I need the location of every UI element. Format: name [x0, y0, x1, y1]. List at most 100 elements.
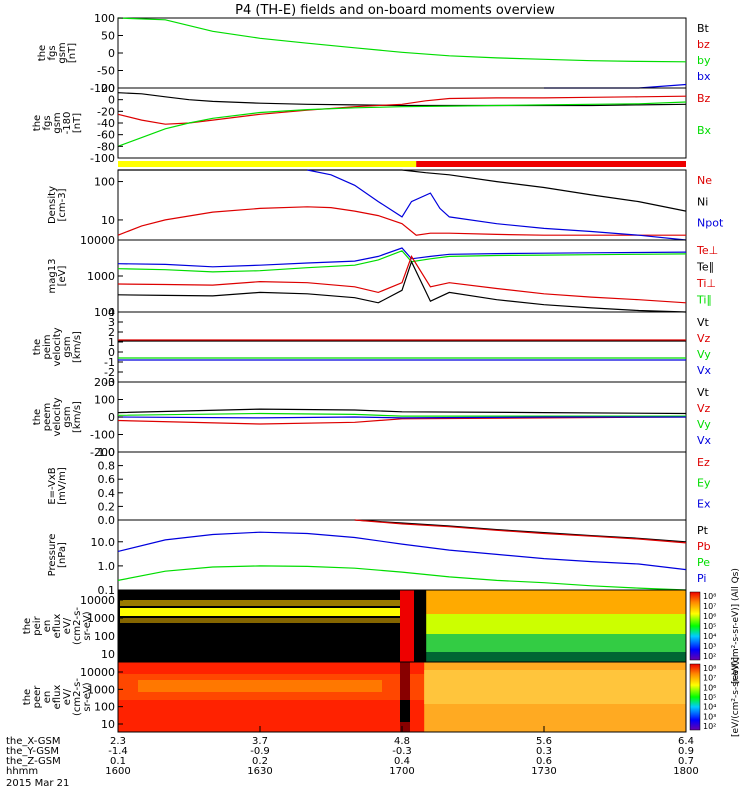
panel-frame-efield [117, 451, 687, 521]
y-axis-label: [eV] [57, 266, 68, 287]
panel-frame-fgs-fit [117, 87, 687, 159]
legend-label: Vy [697, 348, 711, 361]
series-line-peem-velocity-2 [117, 412, 686, 417]
y-tick-label: 3 [108, 316, 115, 329]
legend-label: Npot [697, 217, 724, 230]
y-axis-label: the [32, 409, 43, 425]
y-tick-label: 10000 [80, 666, 115, 679]
y-axis-label: [km/s] [72, 401, 83, 433]
x-row-value: 0.9 [678, 746, 694, 757]
y-tick-label: 10 [101, 718, 115, 731]
y-tick-label: 10.0 [91, 536, 116, 549]
legend-label: Bz [697, 92, 711, 105]
y-axis-label: peim [42, 334, 53, 359]
series-line-peem-velocity-0 [117, 408, 687, 415]
legend-label: Ti⊥ [696, 277, 716, 290]
y-tick-label: 0 [108, 94, 115, 107]
y-tick-label: 100 [94, 394, 115, 407]
x-row-value: 3.7 [252, 736, 268, 747]
y-axis-label: the [32, 115, 43, 131]
y-tick-label: 100 [94, 176, 115, 189]
legend-label: Vy [697, 418, 711, 431]
y-axis-label: eflux [52, 685, 63, 710]
y-axis-label: gsm [52, 112, 63, 133]
x-row-label: the_Y-GSM [6, 746, 59, 757]
y-tick-label: 10 [101, 214, 115, 227]
y-axis-label: [nT] [72, 113, 83, 133]
y-tick-label: 10 [101, 648, 115, 661]
y-tick-label: -100 [90, 82, 115, 95]
quality-bar-good [118, 161, 417, 167]
y-tick-label: 10000 [80, 594, 115, 607]
chart-title: P4 (TH-E) fields and on-board moments ov… [235, 3, 555, 18]
x-row-label: hhmm [6, 766, 38, 777]
spectrogram-band [400, 590, 414, 662]
colorbar-label: [eV/(cm²-s-sr-eV)] [731, 657, 741, 737]
y-tick-label: -1 [104, 356, 115, 369]
series-line-peem-velocity-3 [117, 416, 686, 419]
colorbar [689, 663, 701, 731]
x-row-value: 1800 [673, 766, 698, 777]
series-line-temperature-1 [117, 250, 687, 273]
y-axis-label: (cm2-s- [72, 607, 83, 645]
y-axis-label: E=-VxB [47, 467, 58, 504]
x-row-value: 0.1 [110, 756, 126, 767]
x-row-value: 6.4 [678, 736, 694, 747]
y-axis-label: Pressure [47, 534, 58, 577]
y-tick-label: -100 [90, 152, 115, 165]
colorbar-tick: 10³ [703, 642, 716, 651]
y-axis-label: [cm-3] [57, 188, 68, 221]
colorbar-tick: 10³ [703, 712, 716, 721]
y-tick-label: 0.2 [98, 500, 116, 513]
x-row-value: -1.4 [108, 746, 128, 757]
x-row-label: the_Z-GSM [6, 756, 61, 767]
y-axis-label: eV/ [62, 617, 73, 634]
legend-label: Pb [697, 540, 711, 553]
legend-label: Vz [697, 332, 711, 345]
y-axis-label: gsm [62, 406, 73, 427]
y-axis-label: Density [47, 186, 58, 224]
y-axis-label: gsm [57, 42, 68, 63]
series-line-fgs-fit-0 [117, 92, 687, 107]
spectrogram-band [426, 614, 686, 634]
legend-label: Te∥ [696, 261, 714, 274]
y-axis-label: the [22, 618, 33, 634]
series-line-density-0 [117, 206, 686, 236]
panel-frame-peim-velocity [117, 311, 687, 383]
y-tick-label: 0 [108, 346, 115, 359]
series-line-pressure-3 [354, 519, 687, 544]
x-row-value: -0.3 [392, 746, 412, 757]
y-tick-label: 0 [108, 411, 115, 424]
y-axis-label: peer [32, 685, 43, 709]
colorbar-tick: 10⁸ [703, 592, 716, 601]
x-row-value: 1630 [247, 766, 272, 777]
y-axis-label: en [42, 620, 53, 633]
colorbar-tick: 10⁸ [703, 664, 716, 673]
y-tick-label: 1000 [87, 683, 115, 696]
y-tick-label: 200 [94, 376, 115, 389]
panel-frame-density [117, 169, 687, 241]
x-row-value: 0.7 [678, 756, 694, 767]
y-tick-label: 0.4 [98, 487, 116, 500]
y-tick-label: -40 [97, 117, 115, 130]
spectrogram-band [400, 700, 410, 722]
y-tick-label: -2 [104, 366, 115, 379]
date-label: 2015 Mar 21 [6, 778, 69, 789]
colorbar-tick: 10⁷ [703, 602, 716, 611]
legend-label: Ex [697, 497, 711, 510]
y-tick-label: 0.6 [98, 473, 116, 486]
legend-label: bx [697, 70, 711, 83]
spectrogram-band [120, 618, 400, 623]
y-tick-label: 50 [101, 30, 115, 43]
x-row-value: 1600 [105, 766, 130, 777]
y-axis-label: [km/s] [72, 331, 83, 363]
y-tick-label: 1.0 [98, 560, 116, 573]
colorbar-tick: 10⁵ [703, 693, 716, 702]
y-tick-label: -100 [90, 429, 115, 442]
colorbar [689, 591, 701, 661]
spectrogram-band [120, 608, 400, 616]
y-axis-label: sr-eV) [82, 611, 93, 640]
quality-bar-bad [416, 161, 686, 167]
series-line-fgs-fit-1 [117, 95, 687, 125]
